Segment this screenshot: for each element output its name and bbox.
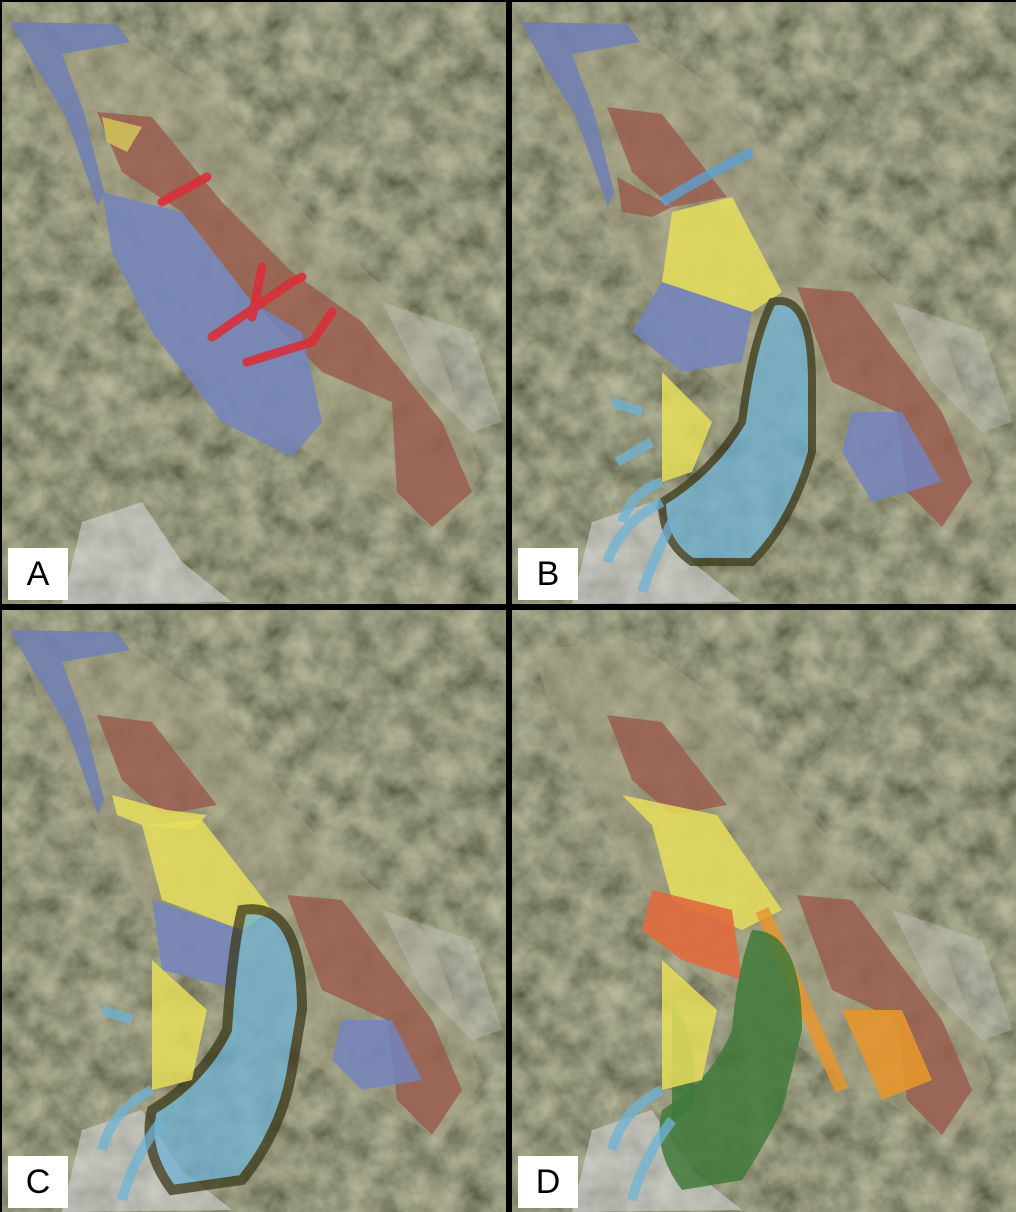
panel-c: C bbox=[2, 610, 506, 1212]
panel-label: C bbox=[26, 1163, 51, 1201]
panel-d: D bbox=[512, 610, 1016, 1212]
panel-a: A bbox=[2, 2, 506, 604]
panel-label: A bbox=[27, 555, 50, 593]
figure: A B C bbox=[0, 0, 1016, 1212]
page: A B C bbox=[0, 0, 1016, 1212]
panel-label: D bbox=[536, 1163, 561, 1201]
panel-b: B bbox=[512, 2, 1016, 604]
panel-label: B bbox=[537, 555, 560, 593]
